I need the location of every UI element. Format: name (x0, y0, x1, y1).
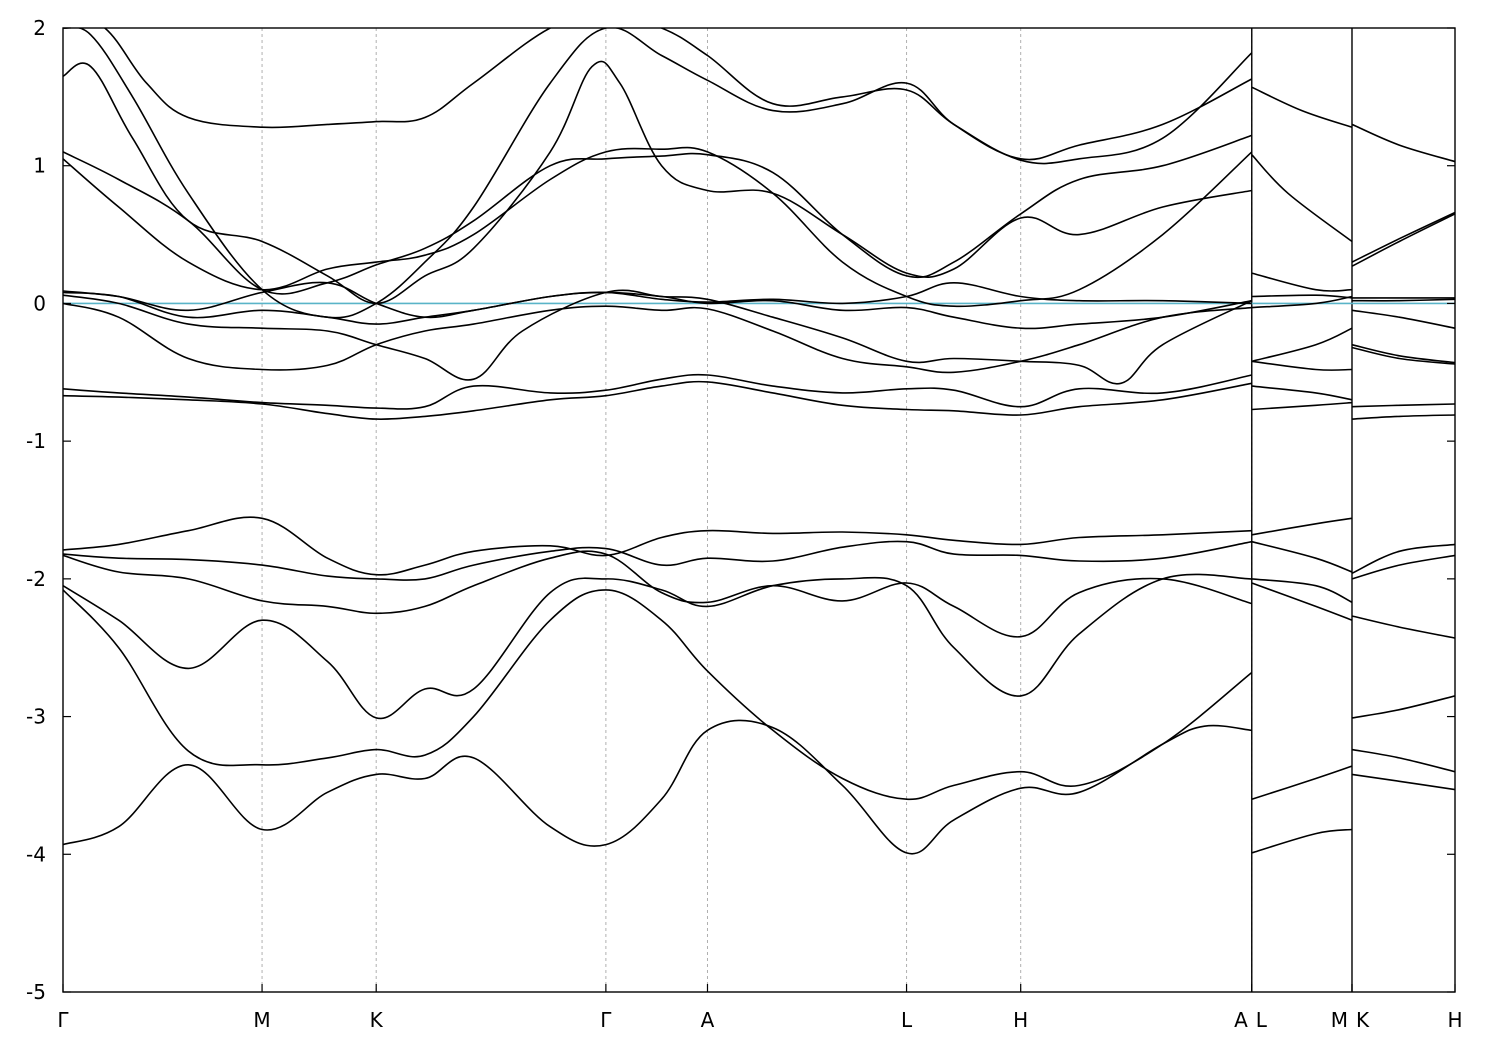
band-line (1251, 401, 1353, 411)
kpoint-label: H (1013, 1008, 1028, 1032)
band-line (103, 28, 1253, 165)
y-tick-label: -2 (26, 567, 46, 591)
kpoint-label: M (253, 1008, 270, 1032)
y-axis-ticks: 2 1 0 -1 -2 -3 -4 -5 (26, 16, 1455, 1004)
band-line (63, 719, 1252, 855)
kpoint-label: A (1234, 1008, 1248, 1032)
kpoint-label: Γ (600, 1008, 612, 1032)
band-line (1251, 578, 1353, 604)
band-line (1351, 554, 1455, 580)
band-line (1251, 517, 1353, 536)
band-line (1351, 695, 1455, 719)
band-line (1351, 748, 1455, 773)
band-line (1351, 298, 1455, 302)
band-line (1251, 327, 1353, 363)
band-line (1251, 582, 1353, 621)
band-line (63, 573, 1252, 720)
band-line (63, 516, 1252, 576)
band-line (1251, 86, 1353, 128)
band-line (1351, 543, 1455, 575)
band-line (63, 373, 1252, 410)
band-line (63, 60, 1252, 305)
y-tick-label: -4 (26, 842, 46, 866)
band-line (1351, 309, 1455, 329)
y-tick-label: -3 (26, 705, 46, 729)
y-tick-label: 2 (33, 16, 46, 40)
band-line (1251, 828, 1353, 854)
kpoint-label: H (1447, 1008, 1462, 1032)
band-line (63, 146, 1253, 308)
band-line (1251, 294, 1353, 299)
y-tick-label: 1 (33, 154, 46, 178)
band-line (1351, 123, 1455, 163)
plot-frame (62, 27, 1456, 993)
kpoint-label: K (370, 1008, 384, 1032)
band-line (63, 291, 1252, 330)
band-line (1251, 295, 1353, 309)
kpoint-label: M (1331, 1008, 1348, 1032)
band-line (1351, 213, 1455, 267)
band-line (1351, 346, 1455, 365)
band-line (63, 302, 1252, 374)
band-line (1251, 540, 1353, 573)
band-line (63, 550, 1253, 638)
band-line (1351, 403, 1455, 408)
band-line (1251, 154, 1353, 243)
band-line (1351, 615, 1455, 639)
band-line (63, 289, 1253, 385)
kpoint-label: L (901, 1008, 913, 1032)
kpoint-label: L (1256, 1008, 1268, 1032)
band-line (1251, 272, 1353, 292)
kpoint-label: K (1356, 1008, 1370, 1032)
band-line (1351, 343, 1455, 364)
band-line (1351, 211, 1455, 263)
band-line (1351, 773, 1455, 791)
kpoint-gridlines (261, 28, 1353, 992)
y-tick-label: 0 (33, 291, 46, 315)
band-line (1351, 414, 1455, 420)
band-line (63, 589, 1253, 801)
band-lines (63, 28, 1455, 855)
band-line (1251, 360, 1353, 371)
band-line (1251, 385, 1353, 401)
kpoint-label: A (701, 1008, 715, 1032)
kpoint-label: Γ (57, 1008, 69, 1032)
band-line (63, 540, 1252, 581)
band-line (1251, 765, 1353, 800)
band-line (63, 380, 1252, 420)
y-tick-label: -5 (26, 980, 46, 1004)
y-tick-label: -1 (26, 429, 46, 453)
plot-frame-rect (62, 27, 1456, 993)
